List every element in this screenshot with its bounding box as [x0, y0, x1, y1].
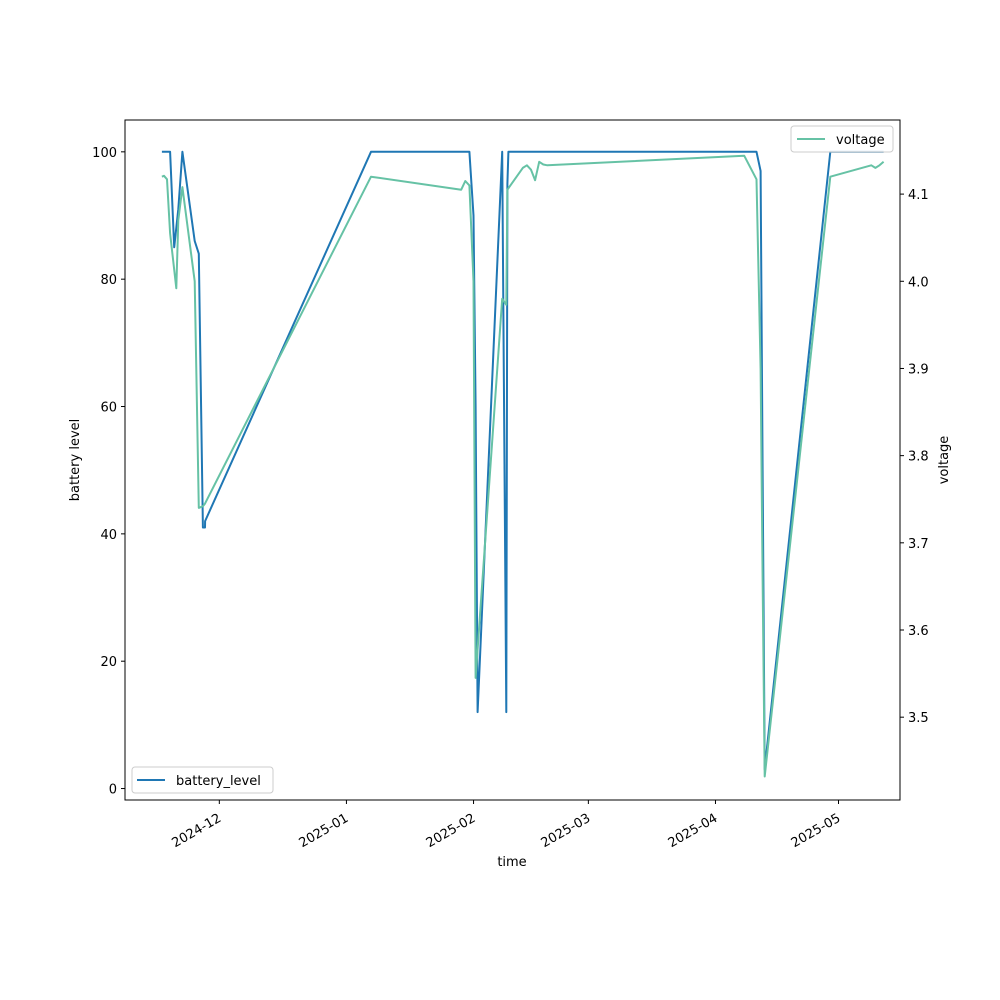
series-line-battery-level	[161, 150, 884, 771]
right-y-tick-label: 3.6	[908, 624, 929, 639]
series-voltage	[161, 154, 885, 778]
left-y-tick-label: 60	[100, 401, 117, 416]
legend-voltage: voltage	[790, 125, 894, 153]
plot-area	[161, 150, 885, 778]
right-y-axis-label: voltage	[937, 436, 952, 485]
right-y-axis-ticks: 3.5 3.6 3.7 3.8 3.9 4.0 4.1	[900, 188, 929, 726]
plot-frame	[124, 119, 901, 801]
left-y-tick-label: 100	[92, 146, 117, 161]
left-y-axis-ticks: 0 20 40 60 80 100	[92, 146, 125, 798]
right-y-tick-label: 4.0	[908, 275, 929, 290]
left-y-axis-label: battery level	[68, 419, 83, 502]
legend-battery-level-frame	[131, 766, 274, 794]
series-line-voltage	[161, 154, 885, 778]
legend-voltage-frame	[790, 125, 894, 153]
right-y-tick-label: 4.1	[908, 188, 929, 203]
legend-voltage-label: voltage	[836, 133, 885, 148]
right-y-tick-label: 3.8	[908, 450, 929, 465]
left-y-tick-label: 40	[100, 528, 117, 543]
left-y-tick-label: 20	[100, 655, 117, 670]
x-axis-label: time	[497, 855, 526, 870]
left-y-tick-label: 0	[109, 783, 117, 798]
left-y-tick-label: 80	[100, 273, 117, 288]
right-y-tick-label: 3.5	[908, 711, 929, 726]
legend-battery-level: battery_level	[131, 766, 274, 794]
legend-battery-level-label: battery_level	[176, 774, 261, 789]
right-y-tick-label: 3.7	[908, 537, 929, 552]
right-y-tick-label: 3.9	[908, 362, 929, 377]
series-battery-level	[161, 150, 884, 771]
